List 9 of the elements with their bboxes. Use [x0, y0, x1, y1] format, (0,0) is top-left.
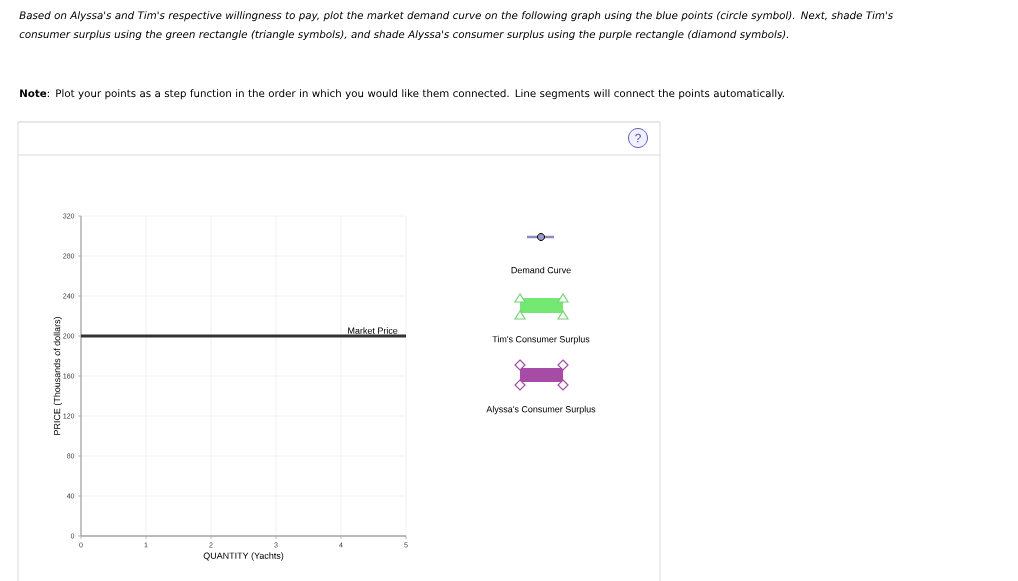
- text: Demand Curve: [511, 266, 571, 274]
- ref-line-label: Market Price: [348, 327, 398, 334]
- text: Note: Plot your points as a step function in the order in which you would like them connected. Line segments will connect the points automatically.: [20, 89, 784, 100]
- text: Tim's Consumer Surplus: [492, 335, 590, 345]
- x-axis-title: QUANTITY (Yachts): [203, 552, 284, 561]
- y-axis-title: PRICE (Thousands of dollars): [53, 317, 63, 435]
- text: ?: [635, 133, 641, 143]
- text: Based on Alyssa's and Tim's respective willingness to pay, plot the market demand curve on the following graph using the blue points (circle symbol). Next, shade Tim's consumer surplus using the green rectangle (triangle symbols), and shade Alyssa's consumer surplus using the purple rectangle (diamond symbols).: [19, 11, 893, 41]
- text: Alyssa's Consumer Surplus: [486, 405, 596, 415]
